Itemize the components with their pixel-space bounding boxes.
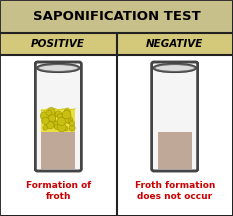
- Text: Formation of
froth: Formation of froth: [26, 181, 91, 201]
- Bar: [1, 1, 232, 33]
- Circle shape: [66, 118, 71, 123]
- Circle shape: [54, 121, 61, 128]
- Circle shape: [59, 118, 65, 124]
- FancyBboxPatch shape: [152, 62, 198, 171]
- Ellipse shape: [37, 64, 79, 72]
- Circle shape: [62, 110, 71, 119]
- Circle shape: [49, 111, 56, 119]
- Text: Froth formation
does not occur: Froth formation does not occur: [135, 181, 215, 201]
- Text: SAPONIFICATION TEST: SAPONIFICATION TEST: [33, 11, 200, 24]
- Circle shape: [46, 110, 51, 116]
- Circle shape: [55, 111, 62, 117]
- Circle shape: [66, 117, 73, 124]
- Circle shape: [48, 108, 55, 115]
- Bar: [41, 132, 75, 169]
- Circle shape: [47, 122, 54, 129]
- Text: POSITIVE: POSITIVE: [31, 39, 85, 49]
- Circle shape: [57, 114, 62, 119]
- Circle shape: [42, 117, 49, 124]
- Circle shape: [54, 125, 59, 129]
- Circle shape: [57, 117, 65, 126]
- Bar: [1, 33, 232, 55]
- FancyBboxPatch shape: [35, 62, 81, 171]
- Circle shape: [57, 123, 66, 132]
- Circle shape: [50, 118, 55, 124]
- Circle shape: [48, 115, 56, 122]
- Text: NEGATIVE: NEGATIVE: [146, 39, 203, 49]
- Circle shape: [69, 125, 75, 131]
- Ellipse shape: [154, 64, 196, 72]
- Circle shape: [43, 125, 48, 130]
- Bar: [158, 132, 192, 169]
- Ellipse shape: [37, 64, 79, 72]
- Circle shape: [64, 108, 70, 114]
- Circle shape: [64, 127, 68, 131]
- Ellipse shape: [154, 64, 196, 72]
- Bar: [41, 109, 75, 132]
- Circle shape: [69, 121, 75, 126]
- Circle shape: [64, 119, 69, 123]
- Circle shape: [40, 112, 48, 120]
- Circle shape: [48, 120, 54, 126]
- Bar: [1, 56, 232, 215]
